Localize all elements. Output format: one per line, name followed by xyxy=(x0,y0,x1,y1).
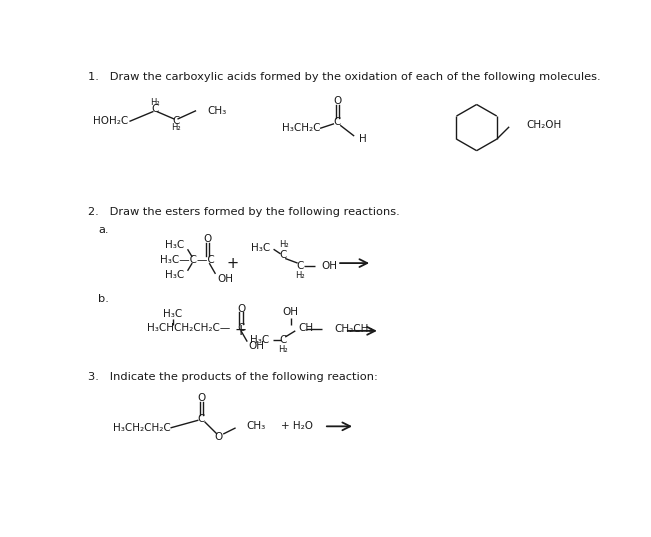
Text: CH₃: CH₃ xyxy=(247,422,266,431)
Text: +: + xyxy=(234,323,246,338)
Text: H₃C—C—C: H₃C—C—C xyxy=(159,255,214,265)
Text: O: O xyxy=(204,234,212,244)
Text: C: C xyxy=(279,335,286,345)
Text: H₃C: H₃C xyxy=(163,309,182,319)
Text: C: C xyxy=(333,117,341,127)
Text: 1.   Draw the carboxylic acids formed by the oxidation of each of the following : 1. Draw the carboxylic acids formed by t… xyxy=(88,72,600,82)
Text: H₂: H₂ xyxy=(150,98,159,107)
Text: CH₃: CH₃ xyxy=(207,106,226,115)
Text: C: C xyxy=(151,104,159,114)
Text: C: C xyxy=(173,117,180,126)
Text: H₂: H₂ xyxy=(295,271,305,280)
Text: H₃CHCH₂CH₂C—: H₃CHCH₂CH₂C— xyxy=(147,323,230,333)
Text: C: C xyxy=(296,261,303,271)
Text: 2.   Draw the esters formed by the following reactions.: 2. Draw the esters formed by the followi… xyxy=(88,207,399,217)
Text: OH: OH xyxy=(217,273,233,284)
Text: O: O xyxy=(237,303,245,314)
Text: a.: a. xyxy=(98,224,109,235)
Text: O: O xyxy=(214,432,223,442)
Text: H: H xyxy=(359,134,367,144)
Text: H₂: H₂ xyxy=(171,123,181,132)
Text: O: O xyxy=(197,393,206,403)
Text: C: C xyxy=(238,323,245,333)
Text: OH: OH xyxy=(322,261,338,271)
Text: b.: b. xyxy=(98,294,109,304)
Text: H₃C: H₃C xyxy=(165,240,184,250)
Text: H₃C: H₃C xyxy=(250,335,269,345)
Text: +: + xyxy=(227,256,238,271)
Text: H₃CH₂CH₂C: H₃CH₂CH₂C xyxy=(113,423,171,433)
Text: H₃CH₂C: H₃CH₂C xyxy=(282,124,320,133)
Text: O: O xyxy=(333,96,341,106)
Text: H₂: H₂ xyxy=(278,345,288,354)
Text: 3.   Indicate the products of the following reaction:: 3. Indicate the products of the followin… xyxy=(88,373,378,382)
Text: OH: OH xyxy=(249,341,265,351)
Text: H₂: H₂ xyxy=(280,240,289,249)
Text: CH₂CH₃: CH₂CH₃ xyxy=(334,324,372,335)
Text: H₃C: H₃C xyxy=(165,271,184,280)
Text: CH: CH xyxy=(298,323,314,333)
Text: + H₂O: + H₂O xyxy=(281,422,312,431)
Text: CH₂OH: CH₂OH xyxy=(526,120,561,130)
Text: H₃C: H₃C xyxy=(251,243,270,253)
Text: C: C xyxy=(279,250,286,260)
Text: C: C xyxy=(198,413,205,424)
Text: HOH₂C: HOH₂C xyxy=(92,117,128,126)
Text: OH: OH xyxy=(283,307,299,317)
